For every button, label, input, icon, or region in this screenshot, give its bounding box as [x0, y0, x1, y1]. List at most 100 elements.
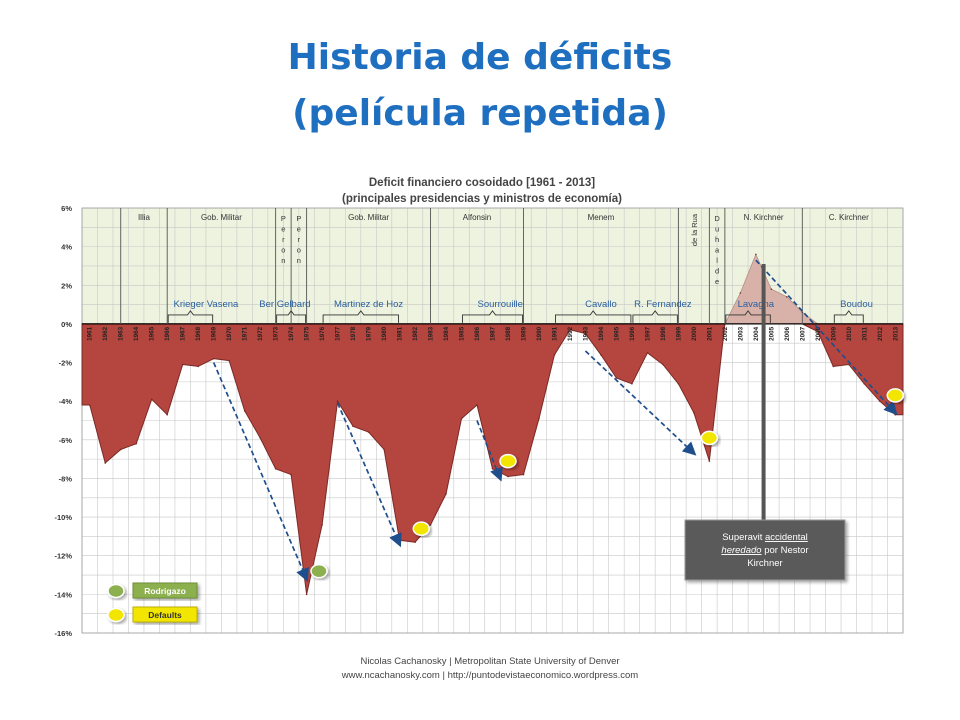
callout-text-line-1: Superavit accidental: [722, 532, 808, 543]
data-point: [615, 377, 618, 379]
x-tick-label: 1995: [613, 326, 620, 341]
data-point: [708, 460, 711, 462]
data-point: [584, 332, 587, 335]
data-point: [398, 539, 401, 542]
data-point: [460, 417, 463, 420]
data-point: [274, 467, 277, 470]
chart-subtitle: (principales presidencias y ministros de…: [342, 193, 622, 205]
presidency-label: C. Kirchner: [829, 213, 869, 222]
x-tick-label: 1962: [102, 326, 109, 341]
y-tick-label: -6%: [59, 436, 73, 445]
x-tick-label: 2012: [877, 326, 884, 341]
trend-arrow: [212, 362, 309, 583]
y-tick-label: -8%: [59, 474, 73, 483]
x-tick-label: 2010: [846, 326, 853, 341]
trend-arrow: [755, 259, 898, 416]
data-point: [569, 328, 571, 331]
x-tick-label: 2001: [706, 326, 713, 341]
y-tick-label: -4%: [59, 397, 73, 406]
y-tick-label: 4%: [61, 243, 72, 252]
y-tick-label: 0%: [61, 320, 72, 329]
legend: Rodrigazo Defaults: [107, 582, 198, 623]
minister-label: Lavagna: [738, 299, 775, 310]
data-point: [383, 448, 385, 451]
trend-arrow: [336, 402, 402, 548]
data-point: [166, 413, 168, 416]
presidency-label: N. Kirchner: [744, 213, 784, 222]
x-tick-label: 2004: [753, 326, 760, 341]
data-point: [259, 437, 261, 439]
x-tick-label: 1996: [629, 326, 636, 341]
x-tick-label: 2011: [861, 326, 868, 340]
data-point: [367, 431, 370, 433]
minister-bracket: [632, 310, 678, 323]
x-tick-label: 1964: [133, 326, 140, 341]
x-tick-label: 1994: [598, 326, 605, 341]
y-tick-label: -12%: [54, 552, 72, 561]
minister-label: Martinez de Hoz: [334, 299, 403, 310]
x-tick-label: 1969: [211, 326, 218, 341]
x-tick-label: 1971: [242, 326, 249, 341]
x-tick-label: 1979: [366, 326, 373, 341]
x-tick-label: 2013: [892, 326, 899, 341]
minister-label: Krieger Vasena: [174, 299, 239, 310]
y-tick-label: -2%: [59, 359, 73, 368]
data-point: [863, 382, 866, 385]
x-tick-label: 1983: [428, 326, 435, 341]
chart-title: Deficit financiero cosoidado [1961 - 201…: [369, 177, 595, 189]
presidency-label: Gob. Militar: [201, 213, 242, 222]
legend-rodrigazo-box: [132, 582, 198, 599]
x-tick-label: 1998: [660, 326, 667, 341]
legend-defaults-box: [132, 606, 198, 623]
minister-bracket: [725, 310, 771, 323]
x-tick-label: 1993: [582, 326, 589, 341]
x-tick-label: 1990: [536, 326, 543, 341]
data-point: [832, 365, 835, 368]
data-point: [181, 363, 184, 366]
data-point: [817, 330, 819, 333]
x-tick-label: 2002: [722, 326, 729, 341]
x-tick-label: 1965: [149, 326, 156, 341]
x-axis: 1961 1962 1963 1964 1965 1966 1967 1968 1969 1970…: [87, 326, 900, 341]
x-tick-label: 1987: [490, 326, 497, 341]
x-tick-label: 1982: [412, 326, 419, 341]
data-point: [600, 354, 602, 356]
x-tick-label: 2005: [768, 326, 775, 341]
title-line-2: (película repetida): [292, 93, 668, 134]
x-tick-label: 1966: [164, 326, 171, 341]
x-tick-label: 1973: [273, 326, 280, 341]
x-tick-label: 2003: [737, 326, 744, 341]
data-point: [228, 359, 230, 362]
credit-line-2: www.ncachanosky.com | http://puntodevist…: [341, 670, 638, 681]
title-line-1: Historia de déficits: [287, 37, 673, 78]
default-marker: [412, 521, 430, 536]
x-tick-label: 1981: [397, 326, 404, 341]
data-point: [352, 425, 354, 428]
data-point: [104, 462, 107, 464]
x-tick-label: 1972: [257, 326, 264, 341]
data-point: [243, 410, 246, 412]
x-tick-label: 1984: [443, 326, 450, 341]
x-tick-label: 2006: [784, 326, 791, 341]
x-tick-label: 1968: [195, 326, 202, 341]
rodrigazo-marker: [310, 563, 328, 579]
y-axis: 6% 4% 2% 0% -2% -4% -6% -8% -10% -12% -14% -16%: [54, 204, 72, 638]
data-point: [119, 448, 122, 451]
minister-bracket: [555, 310, 632, 323]
x-tick-label: 1992: [567, 326, 574, 341]
minister-label: Ber Gelbard: [259, 299, 310, 310]
x-tick-label: 1978: [350, 326, 357, 341]
y-tick-label: -16%: [54, 629, 72, 638]
x-tick-label: 2009: [830, 326, 837, 341]
data-point: [786, 296, 788, 298]
data-point: [770, 288, 773, 290]
y-tick-label: 2%: [61, 281, 72, 290]
data-point: [646, 352, 649, 354]
x-tick-label: 1974: [288, 326, 295, 341]
plot-border: [81, 207, 904, 634]
data-point: [88, 404, 91, 406]
